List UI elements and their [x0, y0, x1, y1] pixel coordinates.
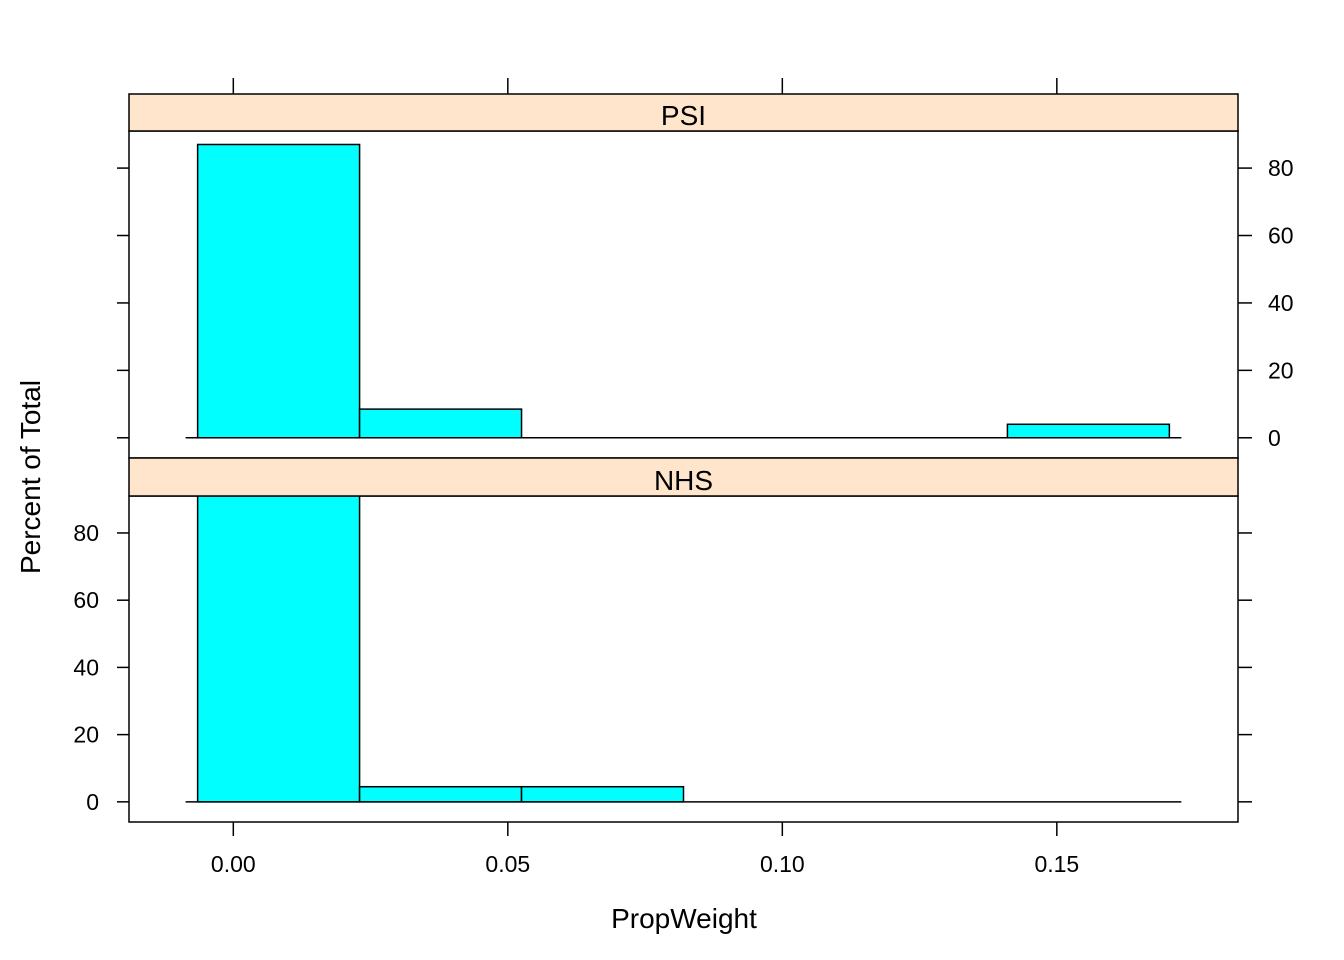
- y-axis-title: Percent of Total: [15, 380, 46, 574]
- strip-label-nhs: NHS: [654, 465, 713, 496]
- x-tick-label-2: 0.10: [760, 851, 805, 877]
- x-tick-label-1: 0.05: [485, 851, 530, 877]
- y-tick-label-nhs-1: 20: [73, 722, 99, 748]
- y-tick-label-psi-0: 0: [1268, 425, 1281, 451]
- bar-psi-0: [196, 143, 361, 439]
- y-tick-label-psi-1: 20: [1268, 357, 1294, 383]
- x-tick-label-3: 0.15: [1034, 851, 1079, 877]
- bar-psi-5: [1006, 423, 1171, 439]
- y-tick-label-psi-3: 60: [1268, 223, 1294, 249]
- bar-nhs-0: [196, 495, 361, 803]
- bar-psi-1: [358, 408, 523, 439]
- y-tick-label-psi-2: 40: [1268, 290, 1294, 316]
- y-tick-label-nhs-0: 0: [86, 789, 99, 815]
- bar-nhs-2: [520, 785, 685, 803]
- y-tick-label-nhs-2: 40: [73, 654, 99, 680]
- x-axis-title: PropWeight: [611, 903, 757, 934]
- strip-nhs: [128, 457, 1239, 497]
- strip-label-psi: PSI: [661, 100, 706, 131]
- bar-nhs-1: [358, 785, 523, 803]
- strip-psi: [128, 93, 1239, 132]
- y-tick-label-nhs-4: 80: [73, 520, 99, 546]
- x-tick-label-0: 0.00: [211, 851, 256, 877]
- y-tick-label-nhs-3: 60: [73, 587, 99, 613]
- y-tick-label-psi-4: 80: [1268, 155, 1294, 181]
